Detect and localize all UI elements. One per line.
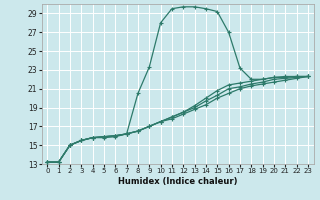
- X-axis label: Humidex (Indice chaleur): Humidex (Indice chaleur): [118, 177, 237, 186]
